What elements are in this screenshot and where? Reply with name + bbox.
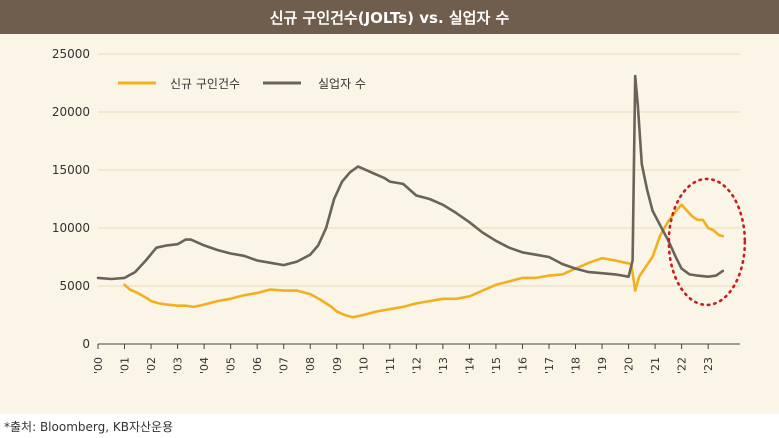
- x-tick-label: '06: [251, 357, 264, 374]
- x-tick-label: '01: [119, 357, 132, 374]
- legend-label: 신규 구인건수: [170, 77, 240, 91]
- x-tick-label: '13: [437, 357, 450, 374]
- x-tick-label: '20: [623, 357, 636, 374]
- x-tick-label: '21: [649, 357, 662, 374]
- x-tick-label: '10: [357, 357, 370, 374]
- chart-panel: 0 5000 10000 15000 20000 25000 '00 '01 '02 '03 '04…: [0, 34, 779, 414]
- series-line-unemployed: [96, 74, 725, 281]
- x-tick-label: '03: [172, 357, 185, 374]
- x-tick-label: '07: [278, 357, 291, 374]
- x-tick-label: '16: [516, 357, 529, 374]
- y-tick-label: 15000: [52, 163, 90, 177]
- x-tick-label: '02: [145, 357, 158, 374]
- y-tick-label: 10000: [52, 221, 90, 235]
- x-tick-label: '22: [676, 357, 689, 374]
- highlight-circle: [667, 177, 747, 307]
- x-tick-label: '19: [596, 357, 609, 374]
- y-tick-label: 25000: [52, 47, 90, 61]
- line-chart: 0 5000 10000 15000 20000 25000 '00 '01 '02 '03 '04…: [52, 47, 747, 374]
- x-tick-label: '05: [225, 357, 238, 374]
- x-tick-label: '04: [198, 357, 211, 374]
- y-tick-label: 0: [82, 337, 90, 351]
- x-tick-label: '11: [384, 357, 397, 374]
- x-tick-label: '09: [331, 357, 344, 374]
- x-tick-label: '18: [570, 357, 583, 374]
- x-tick-label: '17: [543, 357, 556, 374]
- chart-title: 신규 구인건수(JOLTs) vs. 실업자 수: [0, 0, 779, 34]
- legend-label: 실업자 수: [318, 77, 366, 91]
- x-tick-label: '12: [410, 357, 423, 374]
- x-tick-label: '15: [490, 357, 503, 374]
- x-tick-label: '00: [92, 357, 105, 374]
- y-tick-label: 5000: [59, 279, 90, 293]
- x-tick-label: '08: [304, 357, 317, 374]
- y-tick-label: 20000: [52, 105, 90, 119]
- source-note: *출처: Bloomberg, KB자산운용: [4, 420, 174, 434]
- series-line-job-openings: [123, 203, 725, 319]
- x-tick-label: '23: [702, 357, 715, 374]
- x-tick-label: '14: [463, 357, 476, 374]
